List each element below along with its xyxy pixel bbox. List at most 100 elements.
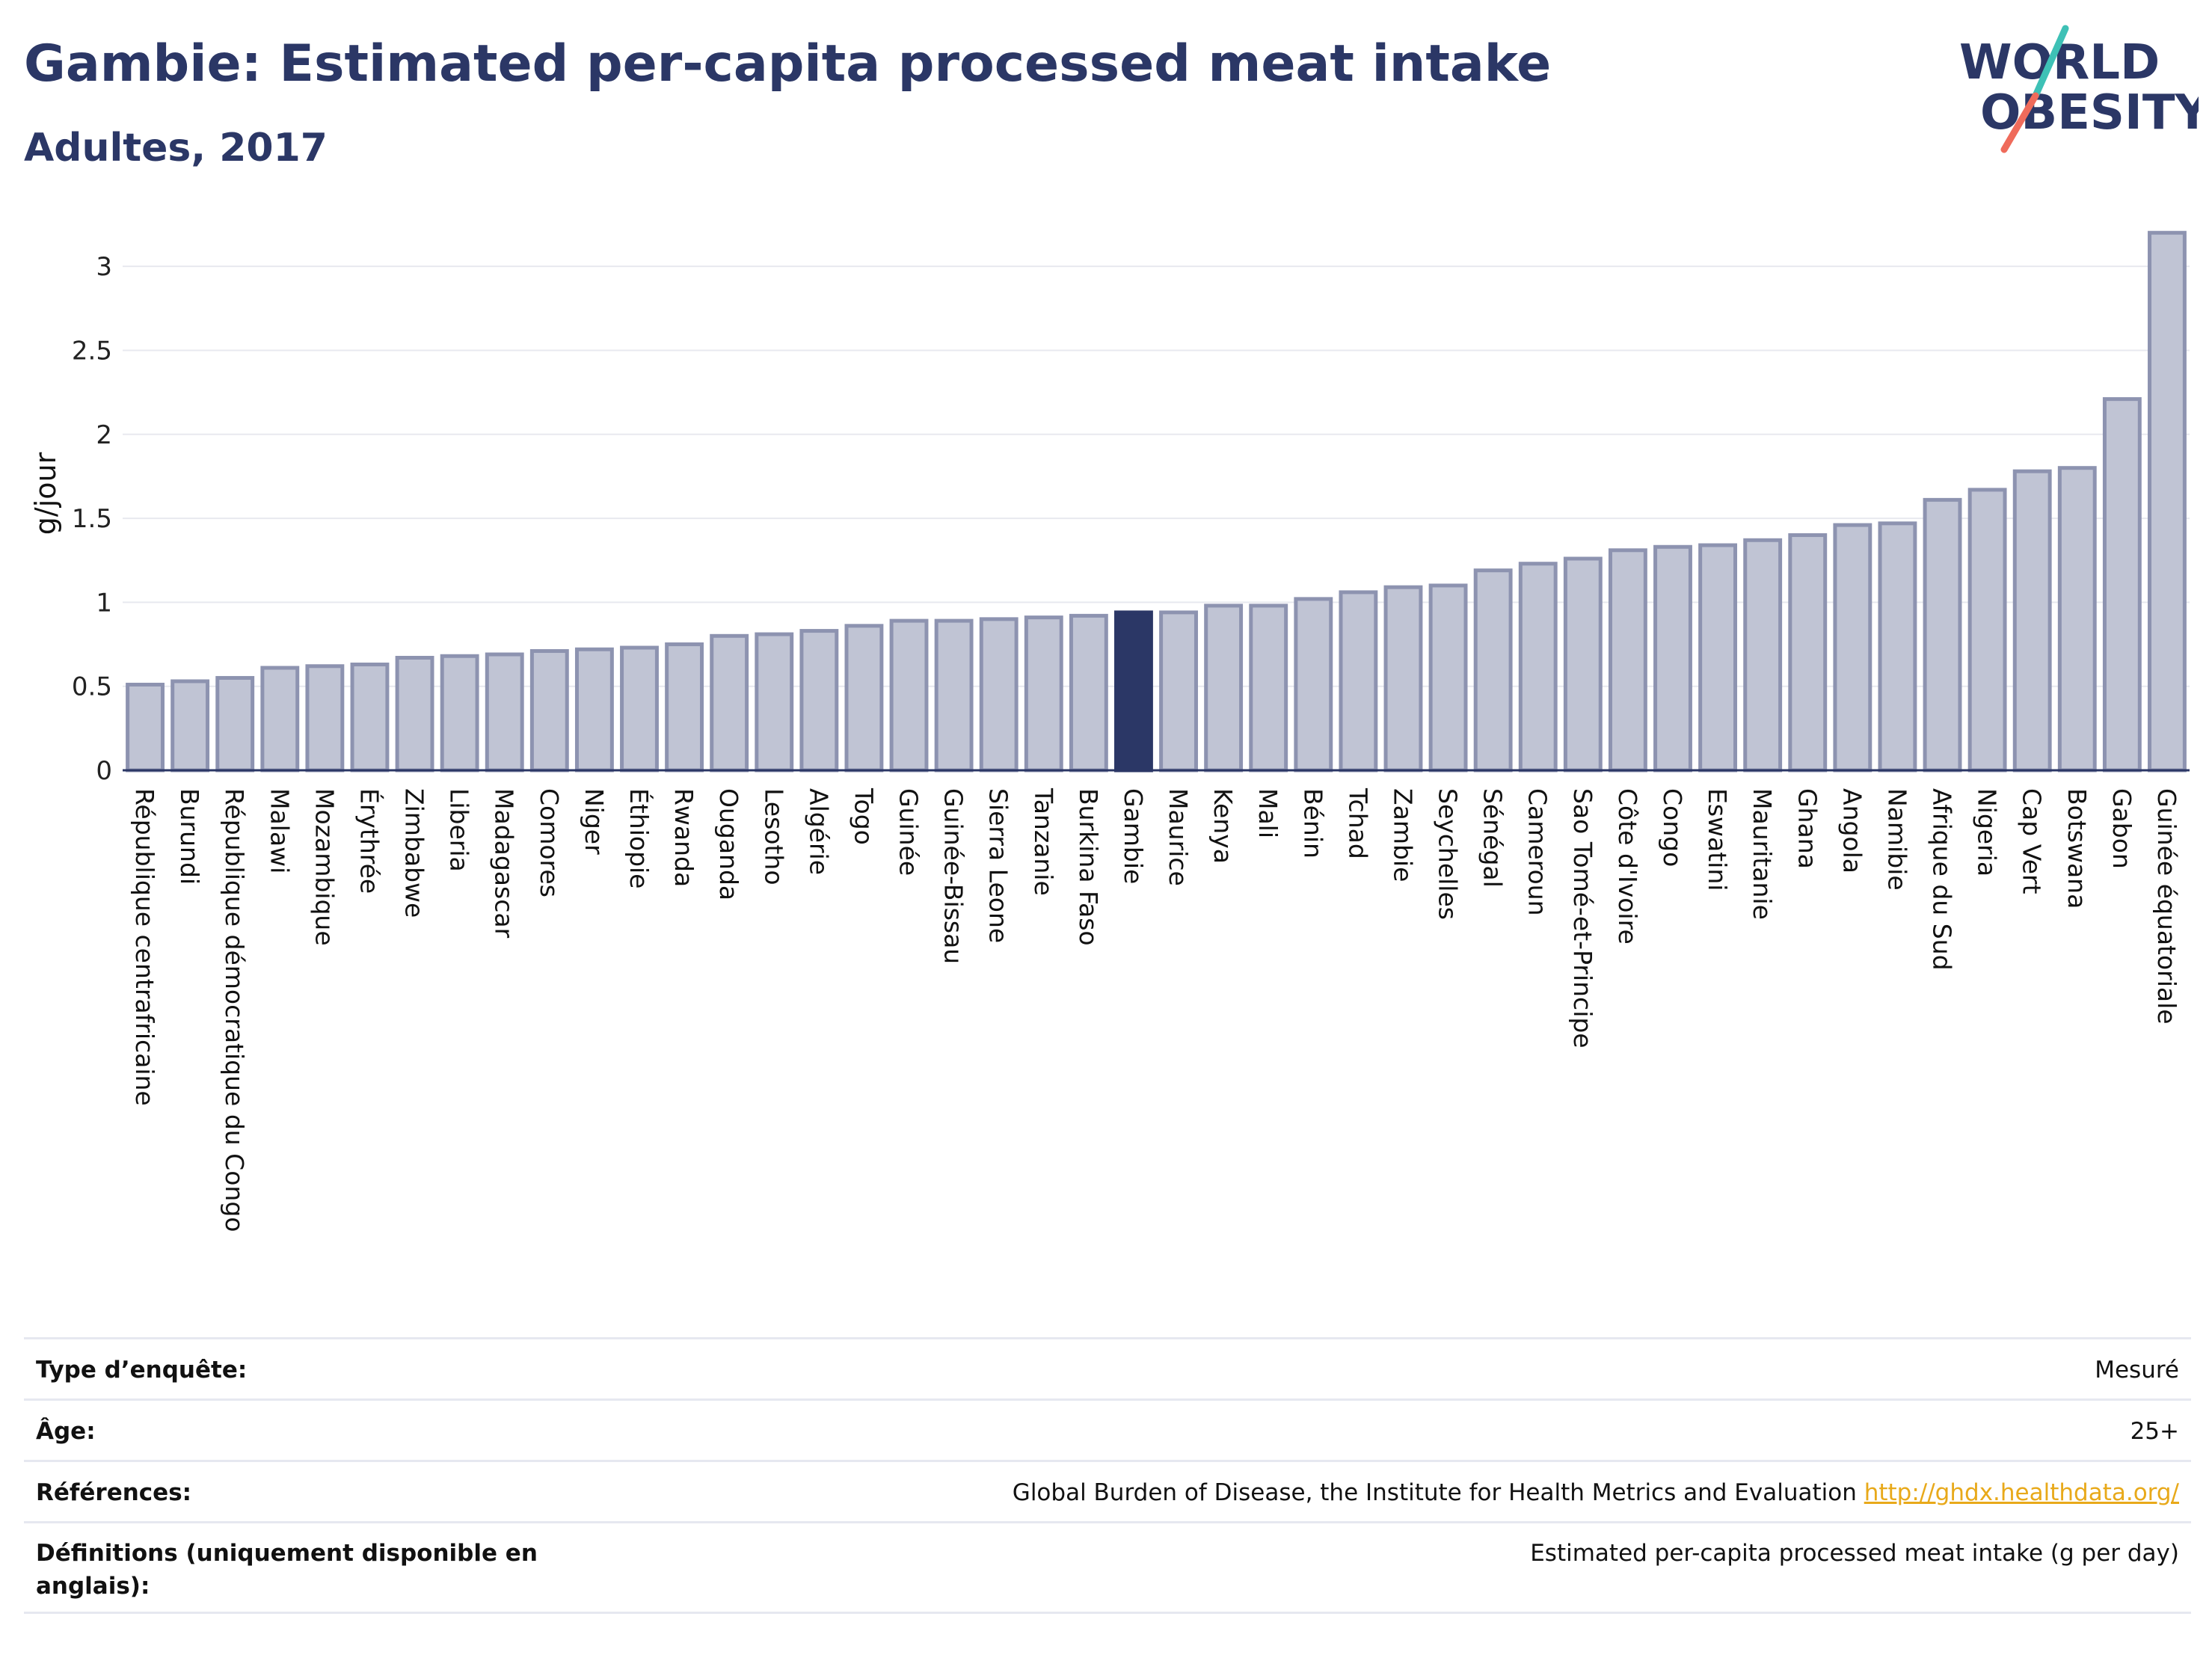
- y-axis-ticks: 0 0.5 1 1.5 2 2.5 3: [72, 252, 112, 786]
- x-tick-label: Sao Tomé-et-Principe: [1568, 788, 1597, 1048]
- bar-afrique-du-sud[interactable]: [1923, 497, 1962, 773]
- bar-malawi[interactable]: [260, 666, 300, 773]
- bar-guinée-bissau[interactable]: [934, 618, 974, 773]
- x-tick-label: Mozambique: [310, 788, 339, 946]
- meta-key: Références:: [36, 1479, 192, 1506]
- bar-liberia[interactable]: [440, 654, 479, 773]
- x-tick-label: Éthiopie: [624, 788, 654, 888]
- x-tick-label: Gambie: [1119, 788, 1148, 884]
- y-tick-label: 0.5: [72, 672, 112, 702]
- bar-maurice[interactable]: [1159, 610, 1198, 773]
- bar-zimbabwe[interactable]: [395, 656, 434, 773]
- bar-tchad[interactable]: [1339, 590, 1378, 773]
- chart-subtitle: Adultes, 2017: [24, 126, 328, 171]
- bar-sénégal[interactable]: [1473, 568, 1513, 773]
- bar-togo[interactable]: [844, 624, 884, 773]
- y-tick-label: 3: [96, 252, 112, 282]
- x-tick-label: Guinée équatoriale: [2152, 788, 2181, 1025]
- x-tick-label: Érythrée: [354, 788, 384, 894]
- chart-title: Gambie: Estimated per-capita processed m…: [24, 34, 1552, 93]
- bar-burkina-faso[interactable]: [1069, 613, 1108, 773]
- bar-zambie[interactable]: [1383, 585, 1423, 773]
- bar-gambie[interactable]: [1114, 610, 1153, 773]
- x-tick-label: Sénégal: [1478, 788, 1508, 888]
- bar-gabon[interactable]: [2102, 397, 2142, 773]
- meta-row-age: Âge: 25+: [24, 1398, 2191, 1460]
- bar-sao-tomé-et-principe[interactable]: [1563, 556, 1603, 773]
- x-tick-label: République démocratique du Congo: [220, 788, 249, 1232]
- x-tick-label: Comores: [535, 788, 564, 897]
- bar-algérie[interactable]: [799, 629, 839, 773]
- x-tick-label: Madagascar: [490, 788, 519, 939]
- x-tick-label: Zambie: [1388, 788, 1417, 882]
- bar-eswatini[interactable]: [1698, 543, 1738, 773]
- meta-key: Âge:: [36, 1418, 96, 1445]
- bar-chart: 0 0.5 1 1.5 2 2.5 3 République centrafricaine B…: [29, 230, 2190, 1232]
- x-tick-label: Burkina Faso: [1074, 788, 1103, 946]
- logo-slash-coral: [2000, 92, 2039, 153]
- meta-row-survey-type: Type d’enquête: Mesuré: [24, 1337, 2191, 1398]
- bar-sierra-leone[interactable]: [979, 617, 1019, 773]
- bar-madagascar[interactable]: [485, 652, 524, 773]
- bar-nigeria[interactable]: [1967, 488, 2007, 773]
- bar-république-démocratique-du-congo[interactable]: [215, 675, 255, 773]
- bar-cap-vert[interactable]: [2012, 469, 2052, 773]
- x-tick-label: Sierra Leone: [984, 788, 1013, 943]
- bar-mozambique[interactable]: [305, 664, 345, 773]
- bar-bénin[interactable]: [1294, 597, 1333, 773]
- bar-ouganda[interactable]: [710, 633, 749, 773]
- x-tick-label: Togo: [849, 787, 878, 845]
- y-axis-label: g/jour: [29, 452, 62, 535]
- bar-république-centrafricaine[interactable]: [126, 682, 165, 773]
- bar-angola[interactable]: [1833, 523, 1872, 773]
- meta-key: Définitions (uniquement disponible en an…: [36, 1540, 538, 1600]
- bar-côte-d-ivoire[interactable]: [1608, 548, 1647, 773]
- x-tick-label: Maurice: [1164, 788, 1193, 886]
- bar-ghana[interactable]: [1788, 533, 1828, 773]
- meta-value: Mesuré: [2095, 1357, 2179, 1384]
- y-tick-label: 1.5: [72, 504, 112, 534]
- x-tick-label: Bénin: [1298, 788, 1327, 859]
- x-tick-label: Mauritanie: [1748, 788, 1777, 920]
- bar-éthiopie[interactable]: [620, 645, 659, 773]
- bar-congo[interactable]: [1653, 544, 1692, 773]
- x-tick-label: Lesotho: [759, 788, 788, 885]
- bar-botswana[interactable]: [2057, 466, 2097, 773]
- y-tick-label: 1: [96, 588, 112, 618]
- logo-slash-teal: [2032, 25, 2069, 99]
- x-tick-label: Tchad: [1343, 787, 1372, 859]
- meta-key: Type d’enquête:: [36, 1357, 248, 1384]
- x-tick-label: Kenya: [1208, 788, 1238, 864]
- x-tick-label: Mali: [1253, 788, 1282, 838]
- bar-tanzanie[interactable]: [1024, 615, 1063, 773]
- bar-comores[interactable]: [529, 649, 569, 773]
- bar-mauritanie[interactable]: [1743, 538, 1783, 773]
- x-tick-label: Cameroun: [1523, 788, 1552, 916]
- x-tick-label: Guinée: [894, 788, 924, 876]
- bar-burundi[interactable]: [170, 679, 210, 773]
- bar-guinée[interactable]: [889, 618, 929, 773]
- bar-guinée-équatoriale[interactable]: [2148, 230, 2187, 773]
- meta-value: Global Burden of Disease, the Institute …: [1013, 1476, 2179, 1509]
- x-tick-label: Tanzanie: [1029, 787, 1058, 896]
- x-tick-label: Congo: [1658, 788, 1687, 867]
- bar-niger[interactable]: [574, 647, 614, 773]
- bar-seychelles[interactable]: [1428, 583, 1468, 773]
- bar-cameroun[interactable]: [1518, 562, 1558, 773]
- y-tick-label: 2: [96, 420, 112, 450]
- x-tick-label: Liberia: [445, 788, 474, 872]
- reference-link[interactable]: http://ghdx.healthdata.org/: [1864, 1479, 2179, 1506]
- bar-rwanda[interactable]: [665, 642, 704, 773]
- x-tick-label: Ouganda: [714, 788, 743, 900]
- y-tick-label: 0: [96, 756, 112, 786]
- bar-mali[interactable]: [1249, 604, 1288, 773]
- bar-namibie[interactable]: [1878, 521, 1917, 773]
- world-obesity-logo[interactable]: WORLD OBESITY: [1944, 22, 2199, 157]
- bar-lesotho[interactable]: [755, 632, 794, 773]
- x-tick-label: Niger: [580, 788, 609, 855]
- x-tick-label: Zimbabwe: [400, 788, 429, 918]
- x-axis-labels: République centrafricaine Burundi Républiq…: [130, 787, 2181, 1232]
- meta-row-references: Références: Global Burden of Disease, th…: [24, 1460, 2191, 1521]
- bar-kenya[interactable]: [1204, 604, 1244, 773]
- bar-érythrée[interactable]: [350, 662, 390, 773]
